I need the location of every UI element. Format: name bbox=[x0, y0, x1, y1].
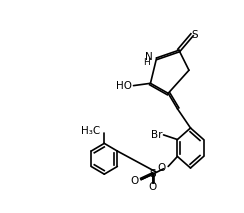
Text: O: O bbox=[158, 163, 166, 173]
Text: Br: Br bbox=[151, 130, 162, 140]
Text: H₃C: H₃C bbox=[81, 126, 101, 136]
Text: S: S bbox=[192, 30, 198, 40]
Text: HO: HO bbox=[116, 81, 132, 91]
Text: H: H bbox=[143, 58, 150, 67]
Text: S: S bbox=[150, 169, 156, 179]
Text: N: N bbox=[145, 52, 153, 62]
Text: O: O bbox=[131, 176, 139, 186]
Text: O: O bbox=[149, 182, 157, 192]
